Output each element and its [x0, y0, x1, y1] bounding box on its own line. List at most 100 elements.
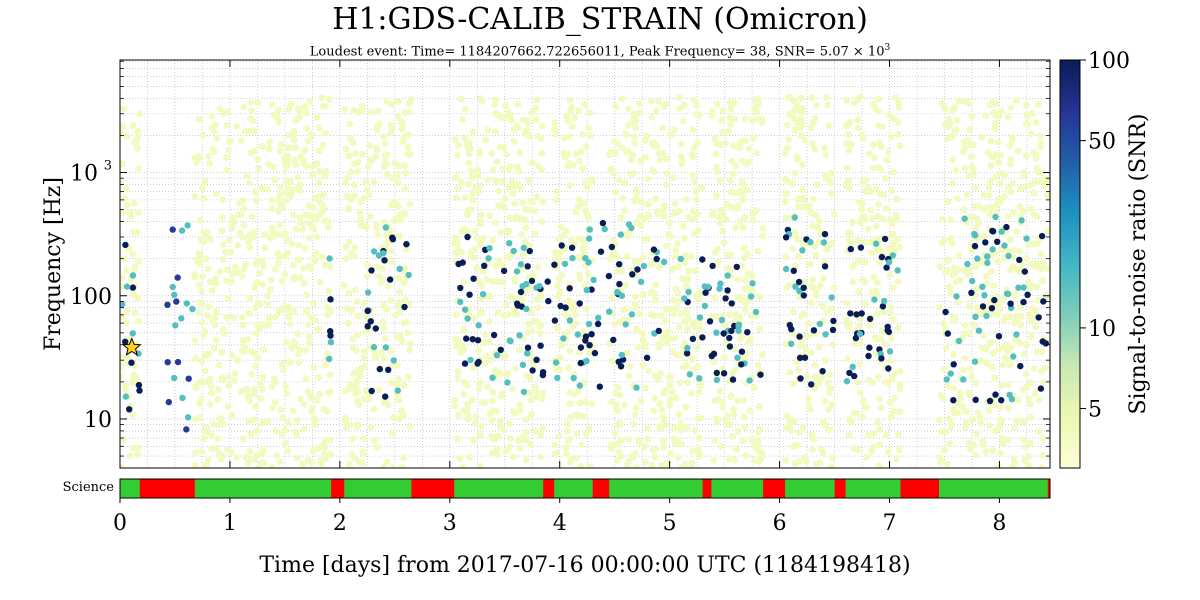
data-point [201, 177, 209, 185]
data-point [734, 276, 742, 284]
data-point [950, 385, 958, 392]
data-point [353, 298, 361, 306]
data-point [382, 224, 389, 231]
data-point [993, 151, 1001, 158]
data-point [681, 259, 689, 267]
data-point [617, 437, 625, 444]
data-point [627, 363, 634, 371]
data-point [327, 296, 334, 303]
data-point [619, 95, 626, 103]
data-point [509, 408, 517, 415]
data-point [239, 272, 246, 280]
data-point [854, 379, 861, 386]
data-point [504, 370, 512, 377]
data-point [968, 289, 975, 296]
data-point [620, 306, 627, 314]
data-point [637, 278, 645, 285]
data-point [406, 340, 414, 348]
data-point [240, 103, 248, 111]
data-point [327, 263, 334, 271]
data-point [968, 373, 976, 381]
data-point [468, 189, 476, 197]
data-point [165, 398, 172, 406]
data-point [357, 198, 365, 206]
data-point [644, 424, 651, 432]
data-point [294, 330, 302, 337]
data-point [827, 241, 834, 249]
data-point [803, 332, 811, 340]
data-point [815, 343, 823, 351]
data-point [327, 450, 334, 458]
data-point [736, 139, 744, 147]
data-point [275, 307, 282, 315]
data-point [964, 260, 971, 268]
data-point [691, 230, 698, 238]
data-point [474, 235, 482, 243]
data-point [741, 276, 749, 284]
data-point [718, 316, 726, 324]
data-point [308, 131, 315, 139]
data-point [277, 254, 284, 261]
data-point [487, 356, 495, 364]
data-point [817, 302, 825, 309]
data-point [120, 160, 126, 168]
data-point [523, 428, 531, 436]
data-point [495, 187, 503, 195]
data-point [642, 458, 649, 466]
data-point [666, 396, 674, 404]
data-point [805, 394, 812, 402]
data-point [552, 130, 560, 138]
data-point [395, 275, 403, 282]
data-point [476, 462, 484, 468]
data-point [495, 257, 502, 264]
data-point [617, 452, 625, 460]
data-point [637, 199, 645, 206]
data-point [347, 168, 355, 176]
data-point [510, 138, 518, 145]
data-point [1025, 461, 1032, 468]
data-point [535, 304, 542, 312]
data-point [233, 123, 241, 130]
data-point [692, 188, 700, 196]
data-point [387, 258, 395, 266]
data-point [1043, 192, 1050, 199]
data-point [797, 115, 804, 123]
data-point [1022, 370, 1030, 378]
subtitle-base: 10 [867, 44, 885, 60]
data-point [875, 235, 883, 243]
data-point [824, 308, 831, 316]
data-point [316, 278, 324, 286]
data-point [989, 227, 996, 235]
data-point [995, 112, 1003, 120]
data-point [566, 96, 574, 104]
data-point [947, 216, 955, 224]
data-point [304, 388, 312, 396]
data-point [479, 291, 487, 298]
data-point [246, 231, 254, 239]
data-point [885, 245, 893, 252]
data-point [811, 145, 819, 153]
data-point [794, 155, 802, 163]
data-point [479, 267, 487, 275]
data-point [607, 167, 614, 174]
data-point [496, 369, 504, 377]
data-point [625, 221, 633, 228]
data-point [687, 253, 695, 260]
data-point [970, 141, 977, 149]
data-point [206, 160, 214, 167]
data-point [350, 139, 357, 147]
data-point [580, 328, 588, 336]
chart-subtitle: Loudest event: Time= 1184207662.72265601… [0, 40, 1200, 60]
data-point [562, 227, 570, 235]
data-point [576, 300, 583, 307]
data-point [650, 289, 658, 297]
data-point [629, 271, 636, 278]
data-point [191, 337, 199, 344]
data-point [370, 248, 378, 255]
data-point [270, 375, 278, 382]
data-point [475, 385, 483, 393]
data-point [675, 324, 683, 331]
data-point [522, 224, 530, 232]
data-point [493, 445, 501, 453]
